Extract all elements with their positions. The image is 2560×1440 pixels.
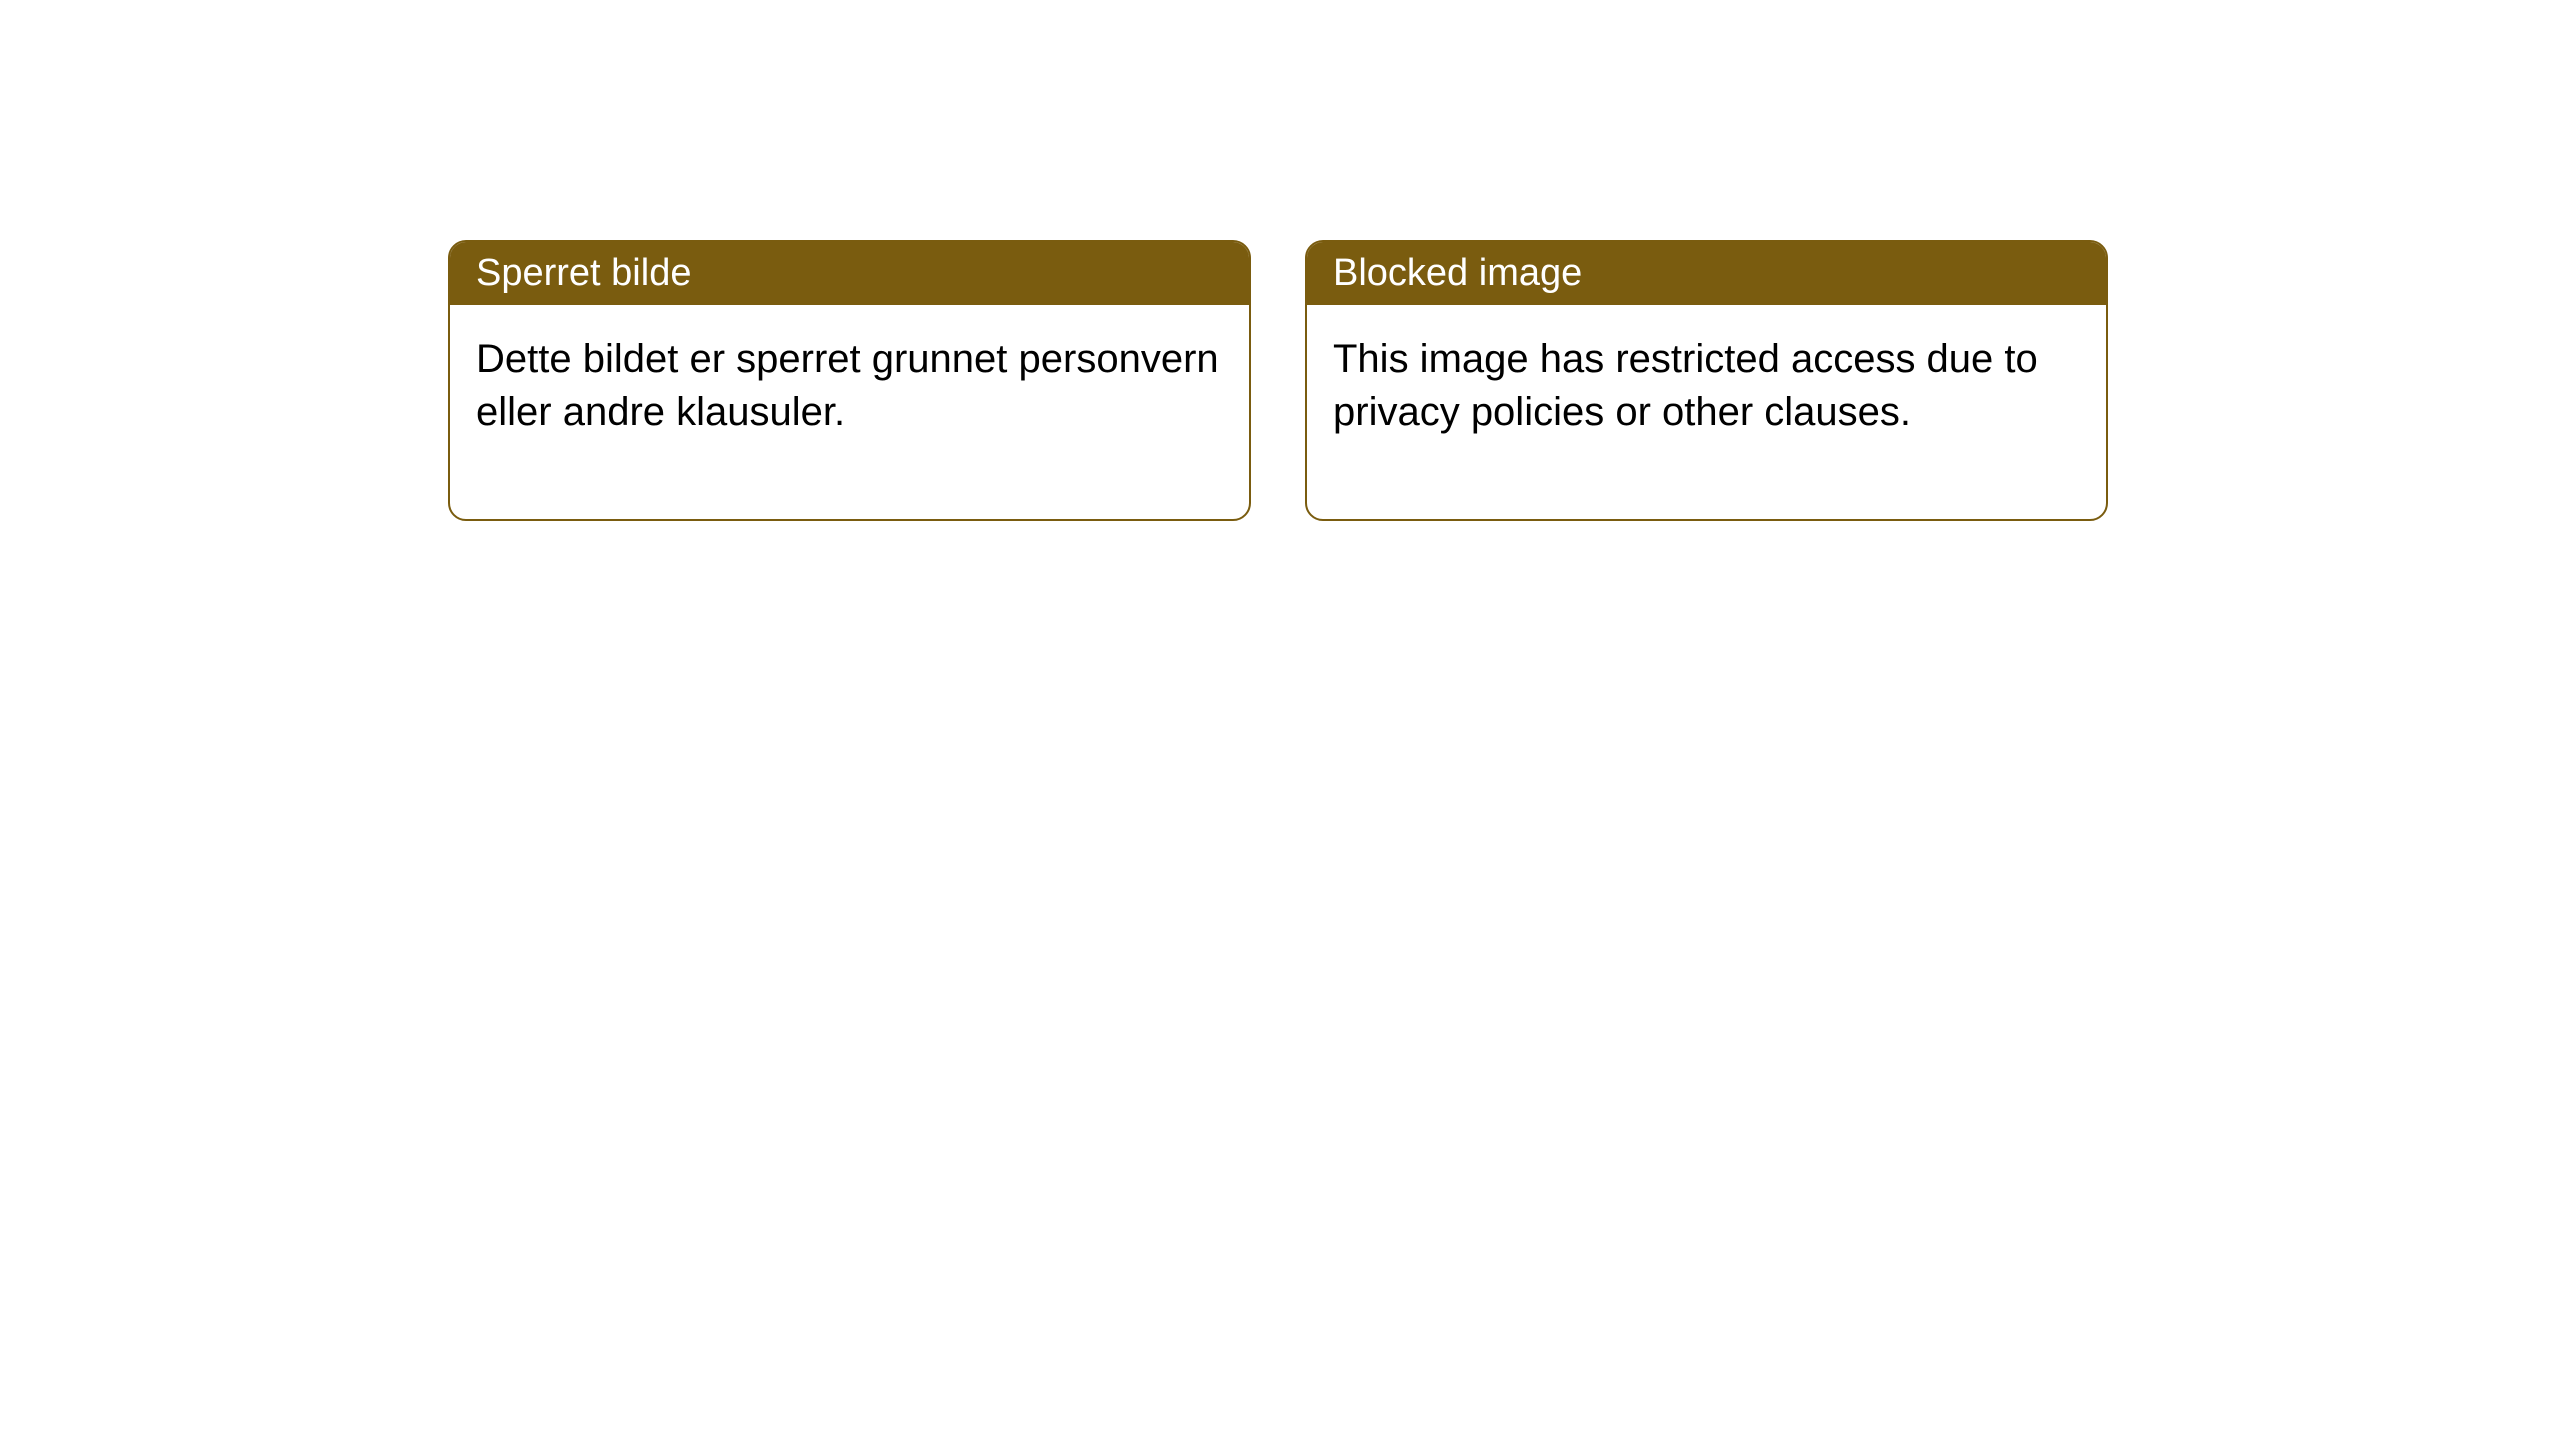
notice-title: Blocked image (1307, 242, 2106, 305)
notice-card-norwegian: Sperret bilde Dette bildet er sperret gr… (448, 240, 1251, 521)
notice-body: Dette bildet er sperret grunnet personve… (450, 305, 1249, 519)
notice-container: Sperret bilde Dette bildet er sperret gr… (0, 0, 2560, 521)
notice-body: This image has restricted access due to … (1307, 305, 2106, 519)
notice-card-english: Blocked image This image has restricted … (1305, 240, 2108, 521)
notice-title: Sperret bilde (450, 242, 1249, 305)
